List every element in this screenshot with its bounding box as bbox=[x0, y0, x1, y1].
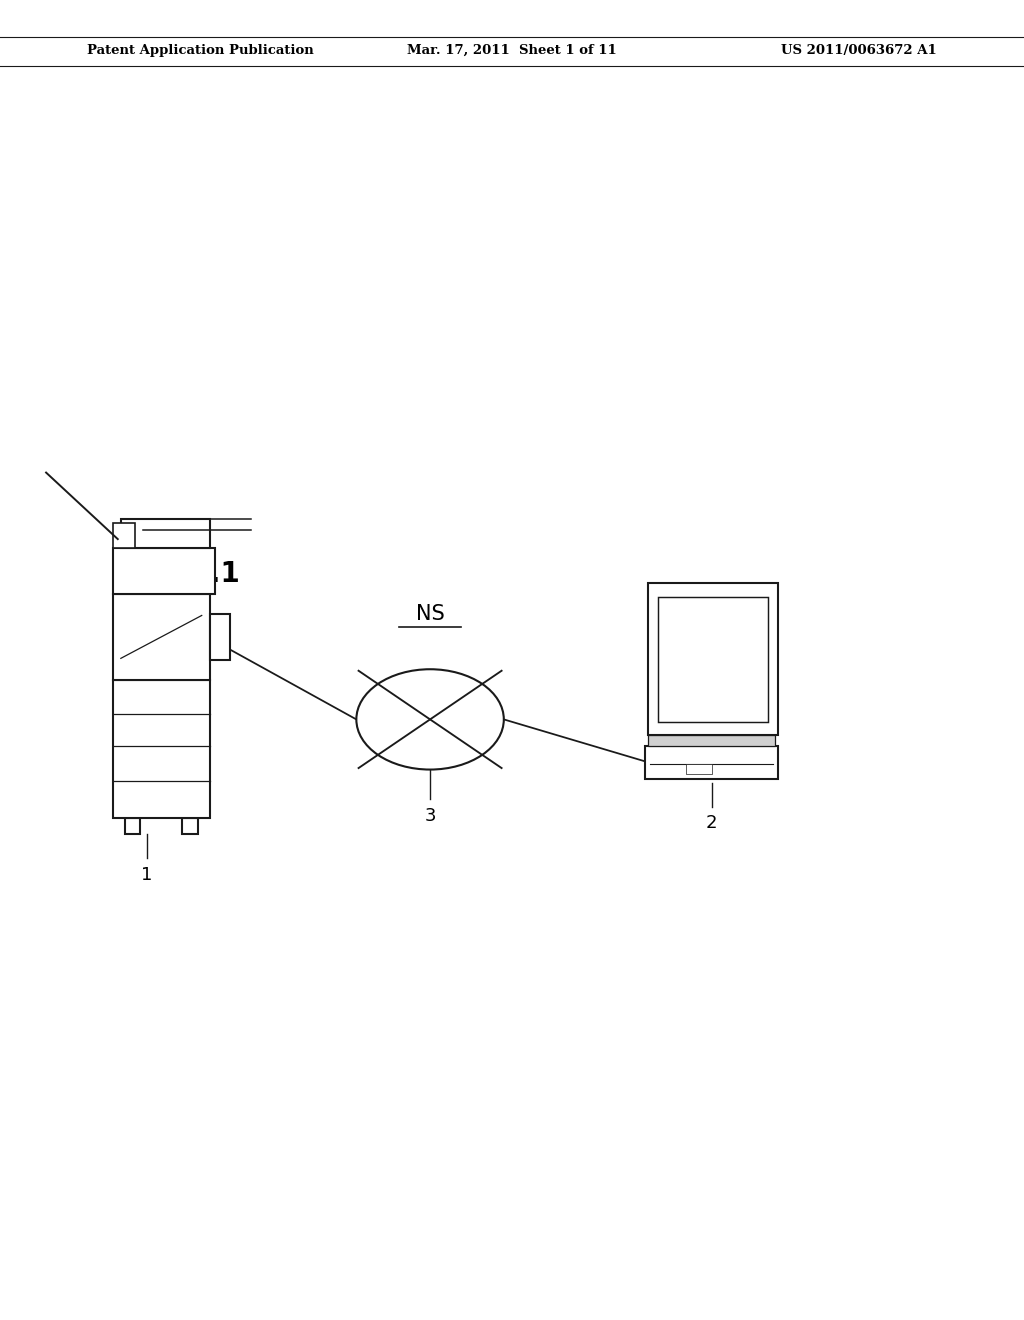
Bar bbox=[182, 818, 198, 834]
Bar bbox=[113, 523, 135, 548]
Bar bbox=[686, 764, 712, 774]
Bar bbox=[113, 548, 215, 594]
Ellipse shape bbox=[356, 669, 504, 770]
Bar bbox=[121, 519, 210, 548]
Bar bbox=[210, 614, 230, 660]
Text: FIG.1: FIG.1 bbox=[159, 560, 241, 589]
Bar bbox=[113, 594, 210, 680]
Text: 1: 1 bbox=[141, 866, 153, 884]
Bar bbox=[648, 735, 775, 746]
Bar bbox=[113, 680, 210, 818]
Text: US 2011/0063672 A1: US 2011/0063672 A1 bbox=[781, 44, 937, 57]
Text: 3: 3 bbox=[424, 807, 436, 825]
Bar bbox=[648, 583, 778, 735]
Bar bbox=[658, 597, 768, 722]
Text: Mar. 17, 2011  Sheet 1 of 11: Mar. 17, 2011 Sheet 1 of 11 bbox=[408, 44, 616, 57]
Bar bbox=[645, 746, 778, 779]
Text: NS: NS bbox=[416, 603, 444, 624]
Text: 2: 2 bbox=[706, 814, 718, 833]
Bar bbox=[125, 818, 140, 834]
Text: Patent Application Publication: Patent Application Publication bbox=[87, 44, 313, 57]
